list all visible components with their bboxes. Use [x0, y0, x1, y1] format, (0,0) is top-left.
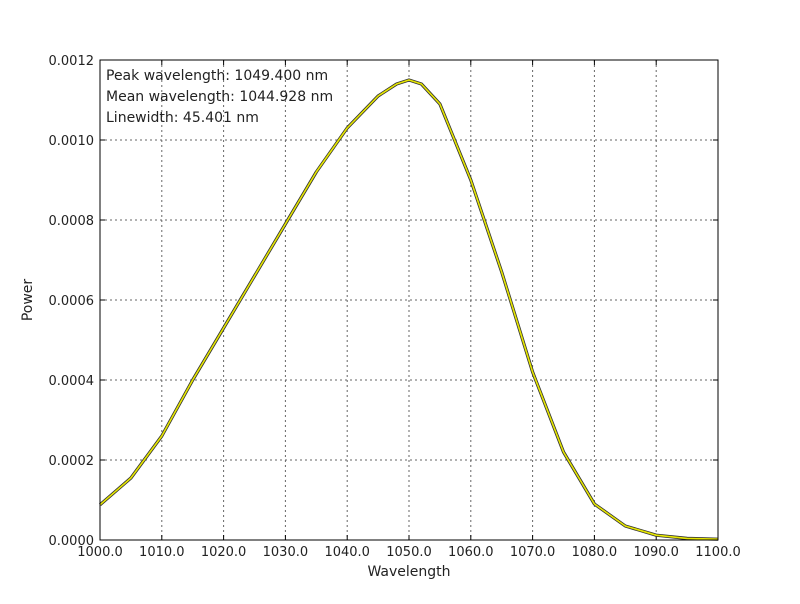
- plot-frame: [99, 59, 719, 541]
- grid: [100, 60, 718, 540]
- x-tick-label: 1080.0: [572, 545, 618, 560]
- y-tick-label: 0.0006: [49, 294, 95, 309]
- x-tick-label: 1040.0: [324, 545, 370, 560]
- y-tick-label: 0.0012: [49, 54, 95, 69]
- y-axis-label: Power: [20, 279, 36, 322]
- x-tick-label: 1000.0: [77, 545, 123, 560]
- y-tick-label: 0.0000: [49, 534, 95, 549]
- y-tick-label: 0.0008: [49, 214, 95, 229]
- x-tick-label: 1100.0: [695, 545, 741, 560]
- x-tick-label: 1050.0: [386, 545, 432, 560]
- y-tick-label: 0.0004: [49, 374, 95, 389]
- y-tick-label: 0.0010: [49, 134, 95, 149]
- annotation-text: Peak wavelength: 1049.400 nm: [106, 68, 328, 84]
- axis-ticks: 1000.0 1010.0 1020.0 1030.0 1040.0 1050.0 1060…: [49, 54, 741, 560]
- series-line: [99, 79, 719, 540]
- y-tick-label: 0.0002: [49, 454, 95, 469]
- x-tick-label: 1030.0: [263, 545, 309, 560]
- x-tick-label: 1010.0: [139, 545, 185, 560]
- x-tick-label: 1060.0: [448, 545, 494, 560]
- series-layer: [98, 78, 719, 541]
- annotation-text: Mean wavelength: 1044.928 nm: [106, 89, 333, 105]
- x-tick-label: 1090.0: [633, 545, 679, 560]
- x-tick-label: 1070.0: [510, 545, 556, 560]
- annotations: Peak wavelength: 1049.400 nm Mean wavelen…: [106, 68, 333, 126]
- annotation-text: Linewidth: 45.401 nm: [106, 110, 259, 126]
- x-axis-label: Wavelength: [367, 564, 450, 580]
- x-tick-label: 1020.0: [201, 545, 247, 560]
